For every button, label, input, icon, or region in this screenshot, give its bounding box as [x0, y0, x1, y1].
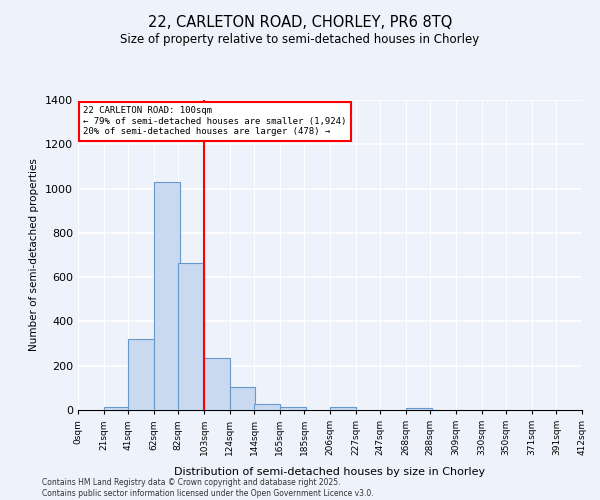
- Bar: [230, 387, 256, 410]
- Text: Contains HM Land Registry data © Crown copyright and database right 2025.
Contai: Contains HM Land Registry data © Crown c…: [42, 478, 374, 498]
- Text: Size of property relative to semi-detached houses in Chorley: Size of property relative to semi-detach…: [121, 32, 479, 46]
- Bar: [154, 182, 179, 410]
- Text: 22, CARLETON ROAD, CHORLEY, PR6 8TQ: 22, CARLETON ROAD, CHORLEY, PR6 8TQ: [148, 15, 452, 30]
- Bar: [254, 404, 280, 410]
- Bar: [280, 406, 305, 410]
- Bar: [330, 406, 356, 410]
- Text: 22 CARLETON ROAD: 100sqm
← 79% of semi-detached houses are smaller (1,924)
20% o: 22 CARLETON ROAD: 100sqm ← 79% of semi-d…: [83, 106, 346, 136]
- Y-axis label: Number of semi-detached properties: Number of semi-detached properties: [29, 158, 40, 352]
- X-axis label: Distribution of semi-detached houses by size in Chorley: Distribution of semi-detached houses by …: [175, 466, 485, 476]
- Bar: [128, 339, 154, 410]
- Bar: [406, 408, 431, 410]
- Bar: [104, 406, 130, 410]
- Bar: [204, 358, 230, 410]
- Bar: [178, 263, 204, 410]
